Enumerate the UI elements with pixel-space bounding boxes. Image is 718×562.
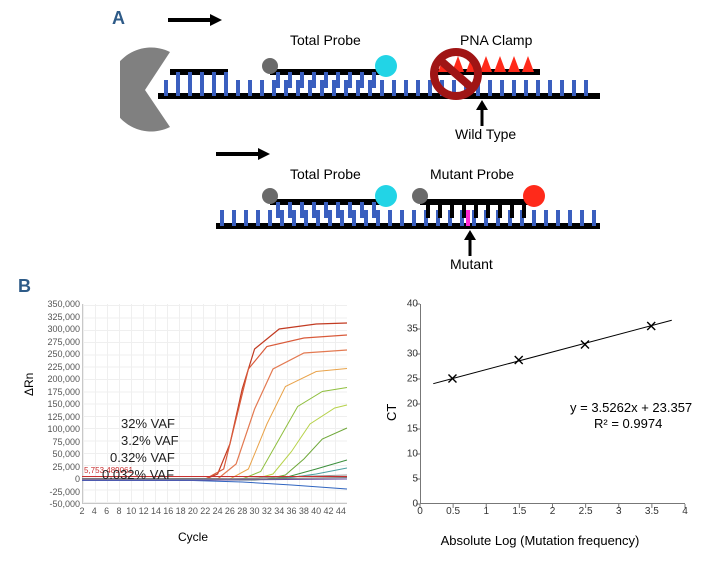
scatter-xtick: 0.5 <box>446 506 460 517</box>
amp-ytick: 200,000 <box>47 374 80 384</box>
amp-xtick: 34 <box>274 506 284 516</box>
scatter-xtick: 1.5 <box>512 506 526 517</box>
scatter-ytick: 30 <box>407 349 418 360</box>
scatter-ytick: 5 <box>412 474 418 485</box>
amp-ytick: 0 <box>75 474 80 484</box>
amp-xtick: 10 <box>126 506 136 516</box>
amp-ytick: 275,000 <box>47 337 80 347</box>
scatter-ytick: 15 <box>407 424 418 435</box>
vaf-label: 32% VAF <box>121 416 175 431</box>
scatter-xtick: 1 <box>483 506 489 517</box>
amp-ytick: 75,000 <box>52 437 80 447</box>
amp-xtick: 12 <box>139 506 149 516</box>
amp-ytick: 100,000 <box>47 424 80 434</box>
regression-equation: y = 3.5262x + 23.357 <box>570 400 692 415</box>
label-wild-type: Wild Type <box>455 126 516 142</box>
amp-ytick: 25,000 <box>52 462 80 472</box>
amp-xtick: 14 <box>151 506 161 516</box>
label-pna-clamp: PNA Clamp <box>460 32 532 48</box>
amp-ytick: 175,000 <box>47 387 80 397</box>
amp-xtick: 18 <box>176 506 186 516</box>
panel-a-diagram: Total Probe PNA Clamp Wild Type Total Pr… <box>120 12 680 272</box>
amp-xtick: 32 <box>262 506 272 516</box>
amp-xtick: 38 <box>299 506 309 516</box>
label-total-probe-2: Total Probe <box>290 166 361 182</box>
amp-ytick: 250,000 <box>47 349 80 359</box>
amp-ytick: 300,000 <box>47 324 80 334</box>
scatter-xtick: 2 <box>550 506 556 517</box>
amp-ytick: 125,000 <box>47 412 80 422</box>
amp-xtick: 36 <box>287 506 297 516</box>
amp-xlabel: Cycle <box>178 530 208 544</box>
scatter-xtick: 0 <box>417 506 423 517</box>
amp-xtick: 6 <box>104 506 109 516</box>
scatter-ytick: 20 <box>407 399 418 410</box>
amp-ytick: 150,000 <box>47 399 80 409</box>
label-mutant-probe: Mutant Probe <box>430 166 514 182</box>
amp-xtick: 8 <box>116 506 121 516</box>
scatter-xlabel: Absolute Log (Mutation frequency) <box>441 533 640 548</box>
amp-xtick: 22 <box>200 506 210 516</box>
amp-xtick: 40 <box>311 506 321 516</box>
label-mutant: Mutant <box>450 256 493 272</box>
amp-ytick: -50,000 <box>49 499 80 509</box>
amp-xtick: 24 <box>213 506 223 516</box>
amp-ylabel: ΔRn <box>22 373 36 396</box>
amp-ytick: 325,000 <box>47 312 80 322</box>
scatter-xtick: 3.5 <box>645 506 659 517</box>
panel-a-svg <box>120 12 680 272</box>
scatter-ytick: 10 <box>407 449 418 460</box>
amp-xtick: 20 <box>188 506 198 516</box>
amp-xtick: 42 <box>323 506 333 516</box>
scatter-chart: CT Absolute Log (Mutation frequency) 0 5 1… <box>380 296 700 546</box>
scatter-ylabel: CT <box>384 404 399 421</box>
amp-xtick: 16 <box>163 506 173 516</box>
amp-ytick: 225,000 <box>47 362 80 372</box>
amp-xtick: 26 <box>225 506 235 516</box>
scatter-ytick: 40 <box>407 299 418 310</box>
amp-xtick: 28 <box>237 506 247 516</box>
vaf-label: 3.2% VAF <box>121 433 179 448</box>
amp-xtick: 4 <box>92 506 97 516</box>
amplification-chart: ΔRn Cycle -50,000-25,000025,00050,00075,… <box>28 296 358 546</box>
vaf-label: 0.032% VAF <box>102 467 174 482</box>
scatter-ytick: 25 <box>407 374 418 385</box>
amp-ytick: -25,000 <box>49 487 80 497</box>
amp-ytick: 50,000 <box>52 449 80 459</box>
amp-ytick: 350,000 <box>47 299 80 309</box>
scatter-xtick: 3 <box>616 506 622 517</box>
label-total-probe-1: Total Probe <box>290 32 361 48</box>
amp-xtick: 44 <box>336 506 346 516</box>
amp-xtick: 30 <box>250 506 260 516</box>
scatter-xtick: 2.5 <box>579 506 593 517</box>
scatter-xtick: 4 <box>682 506 688 517</box>
vaf-label: 0.32% VAF <box>110 450 175 465</box>
regression-r2: R² = 0.9974 <box>594 416 662 431</box>
panel-label-b: B <box>18 276 31 297</box>
scatter-ytick: 35 <box>407 324 418 335</box>
amp-xtick: 2 <box>79 506 84 516</box>
